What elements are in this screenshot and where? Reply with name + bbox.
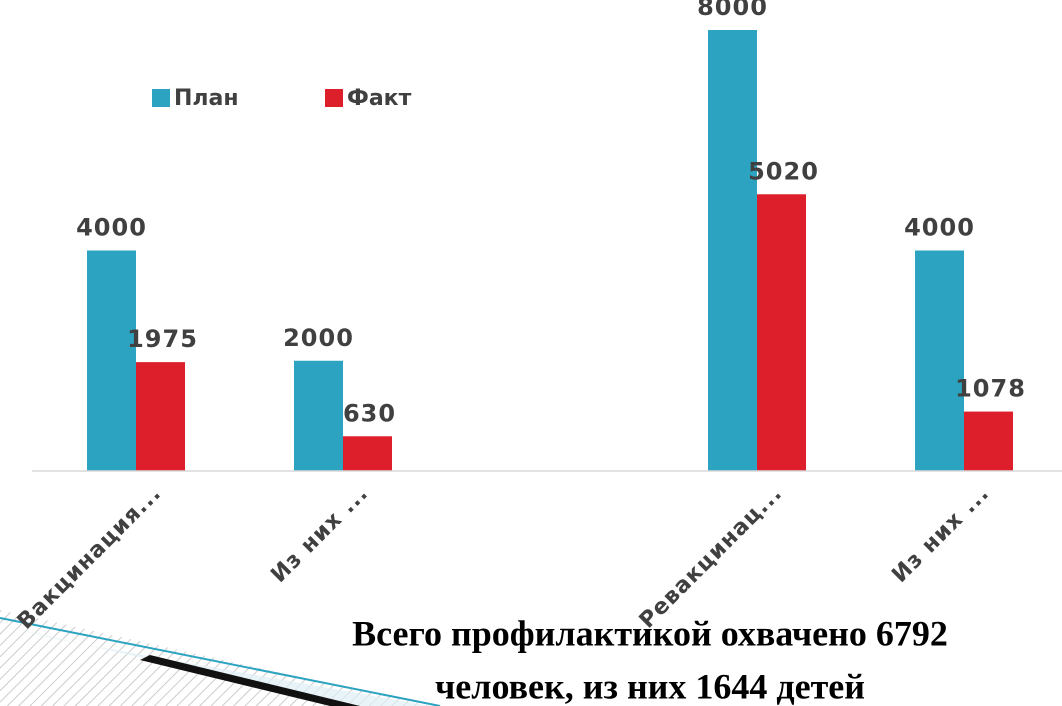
- bar: [136, 362, 185, 471]
- value-label: 5020: [748, 157, 819, 185]
- x-tick-label: Из них ...: [266, 481, 373, 588]
- legend-label: Факт: [347, 86, 412, 111]
- bar: [294, 360, 343, 471]
- legend-label: План: [174, 86, 239, 111]
- value-label: 8000: [697, 0, 768, 21]
- bar: [708, 30, 757, 471]
- value-label: 4000: [76, 214, 147, 242]
- value-label: 1078: [955, 375, 1026, 403]
- value-label: 2000: [283, 324, 354, 352]
- bar: [915, 250, 964, 471]
- value-label: 1975: [127, 325, 198, 353]
- value-label: 4000: [904, 214, 975, 242]
- x-tick-label: Вакцинация...: [13, 481, 167, 635]
- x-tick-label: Ревакцинац...: [635, 481, 788, 634]
- bar: [964, 411, 1013, 471]
- legend-swatch: [152, 89, 170, 107]
- bar: [87, 250, 136, 471]
- decoration: [0, 610, 441, 706]
- x-tick-label: Из них ...: [887, 481, 994, 588]
- legend-swatch: [325, 89, 343, 107]
- value-label: 630: [343, 399, 396, 427]
- bar: [757, 194, 806, 471]
- caption: человек, из них 1644 детей: [435, 666, 865, 706]
- caption: Всего профилактикой охвачено 6792: [352, 613, 948, 653]
- bar: [343, 436, 392, 471]
